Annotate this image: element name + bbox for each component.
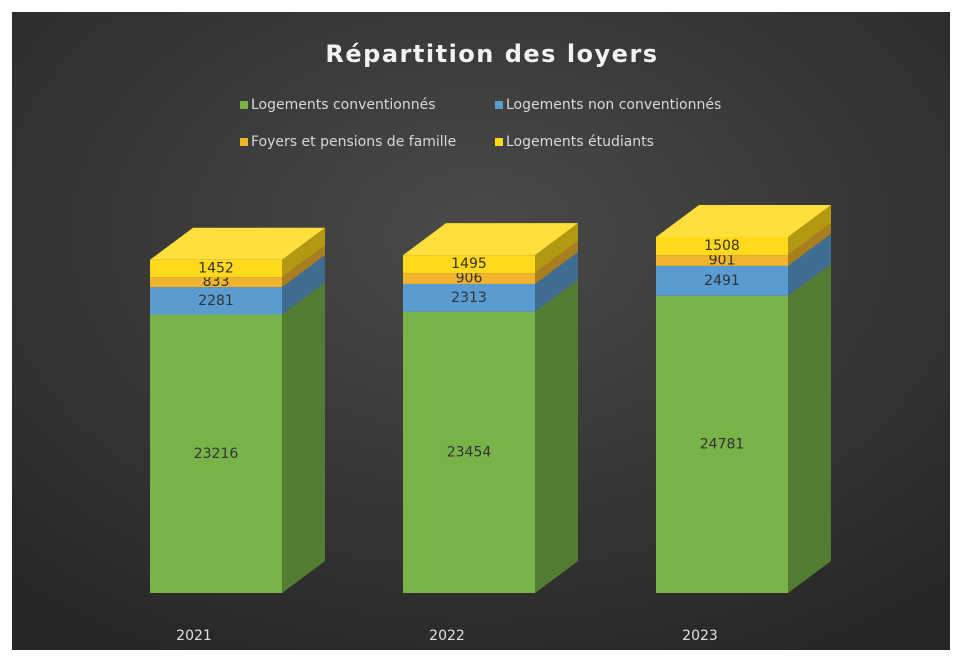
- data-label: 906: [456, 271, 483, 287]
- bar-front: [150, 277, 282, 288]
- data-label: 24781: [700, 436, 745, 452]
- data-label: 1495: [451, 256, 487, 272]
- bar-segment: [656, 205, 831, 256]
- bar-side: [788, 223, 831, 266]
- bar-front: [150, 314, 282, 593]
- bar-side: [788, 233, 831, 296]
- bar-front: [656, 295, 788, 593]
- bar-side: [282, 282, 325, 593]
- bar-side: [282, 227, 325, 278]
- bar-side: [282, 255, 325, 315]
- bar-side: [535, 251, 578, 312]
- bar-segment: [150, 227, 325, 278]
- data-label: 2281: [198, 293, 234, 309]
- bar-side: [788, 263, 831, 593]
- legend-swatch: [240, 101, 248, 109]
- bar-side: [535, 279, 578, 593]
- bar-segment: [403, 279, 578, 593]
- bar-side: [282, 245, 325, 288]
- data-label: 1508: [704, 238, 740, 254]
- x-tick-label: 2022: [429, 628, 465, 644]
- bar-segment: [150, 245, 325, 288]
- data-label: 2313: [451, 290, 487, 306]
- legend-swatch: [495, 101, 503, 109]
- legend-label: Logements non conventionnés: [506, 97, 721, 113]
- bar-side: [535, 223, 578, 274]
- data-label: 23216: [194, 446, 239, 462]
- bar-segment: [403, 251, 578, 312]
- legend-swatch: [240, 138, 248, 146]
- bar-front: [403, 255, 535, 274]
- bar-front: [656, 265, 788, 296]
- bar-segment: [403, 223, 578, 274]
- data-label: 2491: [704, 273, 740, 289]
- bar-top: [656, 205, 831, 237]
- bar-front: [403, 283, 535, 312]
- bar-top: [150, 227, 325, 260]
- x-tick-label: 2021: [176, 628, 212, 644]
- bar-side: [535, 241, 578, 284]
- data-label: 1452: [198, 260, 234, 276]
- bar-front: [656, 255, 788, 266]
- data-label: 901: [709, 252, 736, 268]
- x-tick-label: 2023: [682, 628, 718, 644]
- bar-segment: [403, 241, 578, 284]
- bar-front: [150, 259, 282, 278]
- legend-label: Logements conventionnés: [251, 97, 435, 113]
- bar-segment: [656, 233, 831, 296]
- legend-swatch: [495, 138, 503, 146]
- data-label: 833: [203, 274, 230, 290]
- legend-label: Logements étudiants: [506, 134, 654, 150]
- bar-front: [403, 311, 535, 593]
- bar-front: [150, 287, 282, 315]
- bar-front: [403, 273, 535, 284]
- data-label: 23454: [447, 444, 492, 460]
- bar-segment: [150, 255, 325, 315]
- legend-label: Foyers et pensions de famille: [251, 134, 456, 150]
- bar-segment: [656, 263, 831, 593]
- bar-top: [403, 223, 578, 256]
- bar-segment: [656, 223, 831, 266]
- bar-segment: [150, 282, 325, 593]
- bar-side: [788, 205, 831, 256]
- bar-front: [656, 237, 788, 256]
- chart-title: Répartition des loyers: [325, 40, 658, 68]
